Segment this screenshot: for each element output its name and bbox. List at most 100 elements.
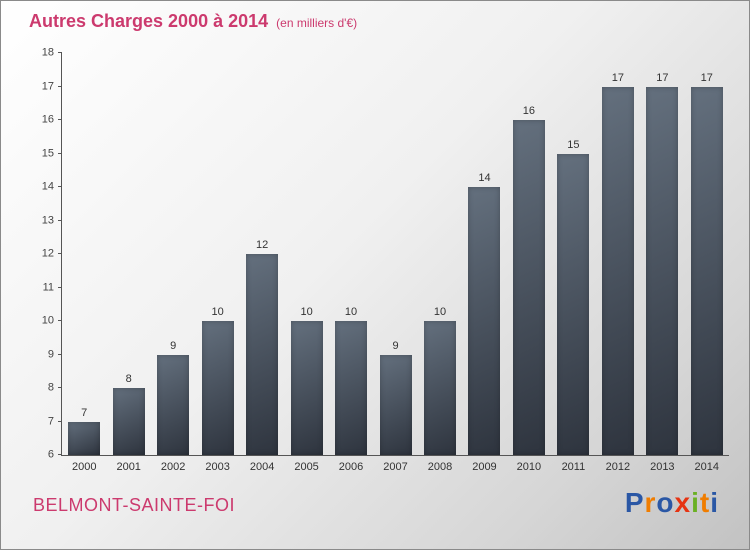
bar-group: 9 2002 xyxy=(151,53,195,473)
bar-group: 16 2010 xyxy=(507,53,551,473)
bar-value-label: 17 xyxy=(700,71,713,84)
x-tick-label: 2003 xyxy=(205,461,230,473)
bar-group: 17 2012 xyxy=(596,53,640,473)
bar-value-label: 17 xyxy=(611,71,624,84)
x-tick-label: 2008 xyxy=(427,461,453,473)
y-tick-label: 17 xyxy=(41,80,54,92)
y-tick-label: 8 xyxy=(47,381,54,394)
bar-value-label: 14 xyxy=(478,172,491,185)
x-tick-label: 2007 xyxy=(383,461,408,473)
y-tick-mark xyxy=(58,454,62,455)
bar xyxy=(646,86,679,455)
bar-group: 7 2000 xyxy=(62,53,106,473)
bar xyxy=(290,321,323,455)
bar-value-label: 10 xyxy=(211,306,224,319)
x-tick-label: 2004 xyxy=(249,461,275,473)
y-tick-label: 15 xyxy=(41,147,54,159)
bar xyxy=(68,421,101,455)
y-tick-label: 12 xyxy=(41,247,54,260)
bar-value-label: 9 xyxy=(170,339,177,352)
bar xyxy=(468,187,501,455)
bar xyxy=(157,354,190,455)
y-tick-mark xyxy=(58,286,62,288)
bar-group: 10 2008 xyxy=(418,53,462,473)
bar-group: 17 2013 xyxy=(640,53,684,473)
footer-location-title: BELMONT-SAINTE-FOI xyxy=(33,495,236,515)
y-tick-mark xyxy=(58,253,62,254)
bar-group: 10 2006 xyxy=(329,53,373,473)
y-tick-mark xyxy=(58,420,62,422)
y-tick-label: 18 xyxy=(41,46,54,59)
bar xyxy=(335,321,368,455)
y-tick-label: 14 xyxy=(41,180,54,193)
y-tick-label: 11 xyxy=(42,281,54,293)
bar xyxy=(557,153,590,455)
bar-value-label: 15 xyxy=(567,138,580,151)
bar-value-label: 12 xyxy=(255,239,269,251)
bar-value-label: 10 xyxy=(433,306,447,319)
y-tick-mark xyxy=(58,353,62,355)
bar xyxy=(246,254,279,455)
bar-group: 9 2007 xyxy=(373,53,417,473)
bar-group: 15 2011 xyxy=(551,53,595,473)
bar-group: 12 2004 xyxy=(240,53,284,473)
bar-group: 10 2005 xyxy=(284,53,328,473)
x-tick-label: 2006 xyxy=(338,461,364,473)
chart-header: Autres Charges 2000 à 2014 (en milliers d… xyxy=(29,11,357,32)
y-tick-mark xyxy=(58,85,62,87)
y-tick-mark xyxy=(58,387,62,389)
logo-letter: r xyxy=(644,487,657,518)
y-tick-mark xyxy=(58,320,62,322)
x-tick-label: 2000 xyxy=(71,461,97,473)
plot-area: 7 2000 8 2001 9 2002 10 2003 12 2004 10 2005 10 2006 9… xyxy=(62,53,729,473)
x-tick-label: 2001 xyxy=(116,461,141,473)
proxiti-logo: Proxiti xyxy=(625,487,719,519)
y-tick-label: 13 xyxy=(41,214,54,226)
y-tick-mark xyxy=(58,52,62,53)
y-tick-mark xyxy=(58,119,62,120)
bar-value-label: 16 xyxy=(522,105,536,117)
y-tick-mark xyxy=(58,219,62,221)
bar-value-label: 17 xyxy=(656,71,669,84)
logo-letter: i xyxy=(691,487,700,518)
bar-value-label: 7 xyxy=(81,406,88,419)
y-tick-mark xyxy=(58,186,62,188)
chart-subtitle: (en milliers d'€) xyxy=(276,16,358,30)
bar xyxy=(690,86,723,455)
x-tick-label: 2005 xyxy=(294,461,319,473)
y-tick-label: 7 xyxy=(47,415,54,428)
logo-letter: i xyxy=(710,487,719,518)
bar xyxy=(201,321,234,455)
x-tick-label: 2012 xyxy=(605,461,631,473)
bar-group: 10 2003 xyxy=(195,53,239,473)
x-tick-label: 2013 xyxy=(650,461,675,473)
bar xyxy=(112,388,145,455)
x-tick-label: 2010 xyxy=(516,461,542,473)
logo-letter: P xyxy=(624,487,645,518)
x-tick-label: 2002 xyxy=(160,461,186,473)
logo-letter: t xyxy=(699,487,711,518)
bar-group: 14 2009 xyxy=(462,53,506,473)
y-tick-label: 6 xyxy=(47,448,54,461)
x-tick-label: 2014 xyxy=(694,461,720,473)
chart-title: Autres Charges 2000 à 2014 xyxy=(29,11,269,31)
bar-value-label: 8 xyxy=(125,373,132,386)
bar-group: 8 2001 xyxy=(106,53,150,473)
y-tick-mark xyxy=(58,152,62,154)
bar-value-label: 10 xyxy=(300,306,313,319)
x-tick-label: 2009 xyxy=(472,461,497,473)
logo-letter: x xyxy=(674,487,692,518)
y-tick-label: 9 xyxy=(47,348,54,360)
y-tick-label: 10 xyxy=(41,314,54,327)
bar-value-label: 9 xyxy=(392,339,399,352)
y-tick-label: 16 xyxy=(41,113,54,126)
bar-value-label: 10 xyxy=(344,306,358,319)
x-tick-label: 2011 xyxy=(561,461,586,473)
bar xyxy=(423,321,456,455)
bar xyxy=(601,86,634,455)
bar xyxy=(379,354,412,455)
bar xyxy=(512,120,545,455)
logo-letter: o xyxy=(656,487,675,518)
bar-chart: 6 7 8 9 10 11 12 13 14 15 16 17 18 7 2000 8 2001 9 2002 10… xyxy=(42,47,729,473)
bar-group: 17 2014 xyxy=(685,53,729,473)
